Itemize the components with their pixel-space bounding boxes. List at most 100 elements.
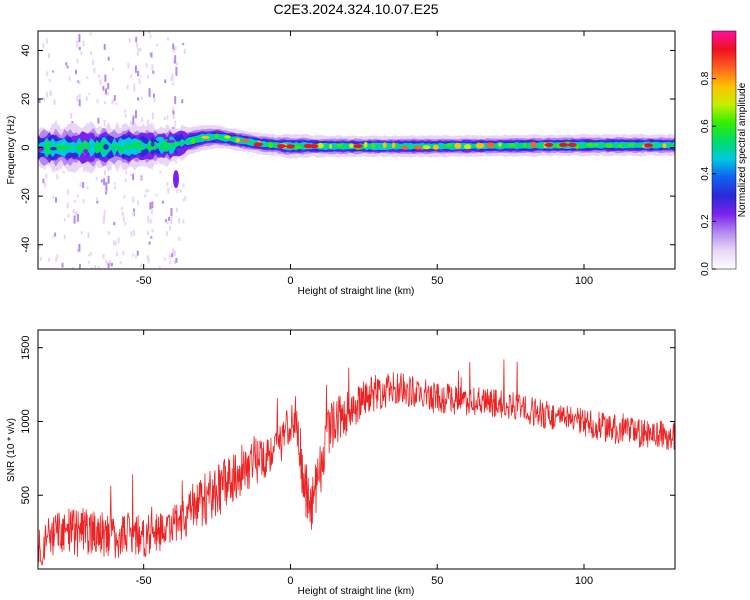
spectrogram-panel: -50 0 50 100 -40 -20 0 20 40 Height of straight … [6, 30, 676, 297]
spectrogram-heatmap [38, 31, 675, 269]
spectral-blob [268, 142, 273, 149]
speckle [151, 201, 154, 209]
spectral-blob [131, 148, 140, 154]
spectral-blob [83, 148, 89, 155]
speckle [56, 254, 59, 259]
speckle [158, 266, 161, 269]
speckle [52, 195, 55, 199]
spectral-blob [176, 147, 184, 153]
speckle [156, 43, 159, 47]
speckle [137, 99, 140, 102]
x-tick-label: 0 [287, 275, 293, 287]
speckle [139, 47, 142, 52]
x-tick-label: 50 [431, 275, 443, 287]
speckle [127, 62, 130, 69]
speckle [181, 99, 184, 104]
speckle [107, 175, 110, 184]
x-tick-label: 100 [575, 275, 593, 287]
speckle [107, 82, 110, 90]
speckle [145, 62, 148, 68]
speckle [139, 176, 142, 180]
spectral-blob [530, 141, 537, 148]
speckle [132, 211, 135, 217]
spectral-blob [61, 143, 65, 150]
speckle [43, 96, 46, 101]
speckle [113, 240, 116, 245]
spectral-blob [498, 142, 502, 147]
speckle [78, 46, 81, 51]
speckle [55, 120, 57, 124]
figure-title: C2E3.2024.324.10.07.E25 [273, 1, 438, 17]
speckle [182, 183, 185, 188]
colorbar-tick-label: 0.0 [700, 262, 711, 276]
speckle [172, 107, 175, 112]
speckle [113, 95, 116, 101]
speckle [105, 259, 108, 265]
speckle [87, 232, 90, 239]
speckle [52, 235, 55, 238]
speckle [90, 267, 93, 269]
speckle [116, 252, 119, 256]
speckle [48, 257, 51, 262]
speckle [134, 65, 137, 73]
speckle [164, 219, 167, 223]
speckle [94, 265, 97, 269]
speckle [102, 86, 105, 91]
speckle [173, 260, 176, 264]
speckle [166, 221, 169, 224]
speckle [96, 99, 99, 103]
speckle [122, 250, 125, 256]
speckle [48, 53, 50, 59]
spectral-blob [523, 142, 527, 148]
speckle [170, 207, 173, 216]
speckle [48, 79, 51, 83]
speckle [133, 83, 136, 92]
speckle [150, 208, 153, 214]
speckle [146, 74, 149, 79]
speckle [105, 182, 108, 191]
spectral-blob [348, 143, 354, 148]
speckle [63, 234, 66, 240]
speckle [76, 249, 79, 253]
speckle [147, 119, 149, 125]
speckle [113, 221, 116, 226]
spectral-peak [277, 144, 287, 149]
speckle [56, 173, 59, 180]
speckle [111, 99, 114, 105]
speckle [155, 194, 158, 197]
speckle [137, 48, 140, 52]
speckle [178, 218, 181, 224]
speckle [107, 56, 110, 61]
spectral-blob [235, 137, 241, 143]
speckle [54, 232, 57, 237]
speckle [172, 43, 175, 50]
speckle [46, 91, 49, 98]
spectral-blob [293, 145, 302, 149]
speckle [90, 51, 92, 56]
speckle [147, 257, 150, 264]
spectral-blob [166, 139, 176, 143]
speckle [76, 214, 79, 222]
speckle [53, 99, 56, 105]
speckle [169, 260, 172, 265]
spectral-blob [475, 143, 485, 149]
speckle [49, 90, 52, 96]
spectral-blob [486, 142, 495, 148]
spectral-blob [317, 142, 324, 149]
y-tick-label: 1500 [20, 335, 32, 359]
speckle [80, 51, 83, 55]
speckle [113, 182, 116, 185]
speckle [137, 200, 140, 205]
speckle [104, 74, 107, 82]
speckle [85, 96, 88, 101]
speckle [78, 34, 81, 43]
spectral-blob [371, 142, 376, 149]
speckle [125, 171, 128, 175]
y-tick-label: 500 [20, 486, 32, 504]
speckle [175, 207, 178, 212]
spectral-blob [201, 135, 210, 139]
spectral-blob [454, 142, 462, 149]
speckle [124, 109, 127, 113]
speckle [140, 96, 143, 100]
speckle [102, 216, 105, 224]
